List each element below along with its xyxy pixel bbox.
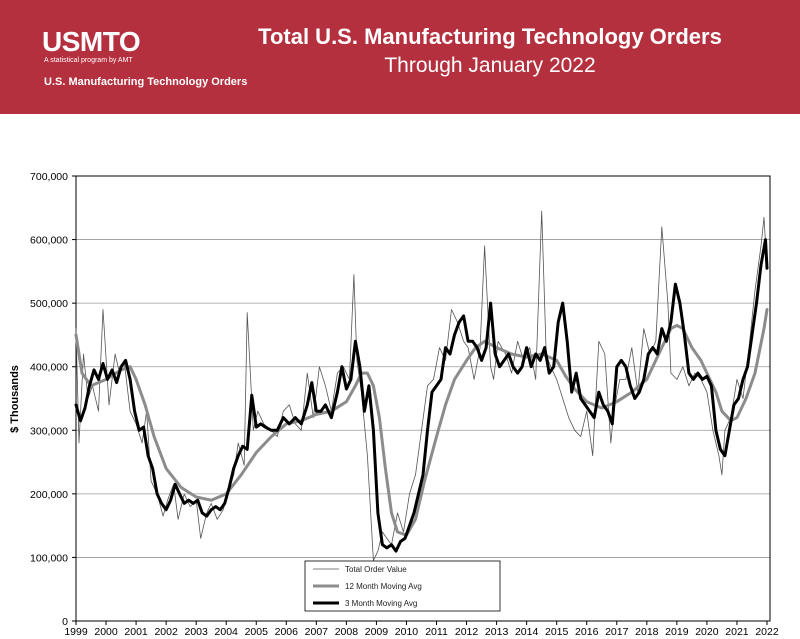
x-tick-label: 2010 [395, 626, 419, 638]
header-banner [0, 0, 800, 114]
grid [76, 175, 770, 622]
series-lines [74, 210, 769, 562]
y-tick-label: 200,000 [30, 489, 68, 501]
y-tick-label: 300,000 [30, 425, 68, 437]
legend-label-3: 3 Month Moving Avg [345, 599, 417, 608]
y-tick-label: 500,000 [30, 298, 68, 310]
x-tick-label: 1999 [64, 626, 88, 638]
y-tick-label: 600,000 [30, 235, 68, 247]
plot-area-border [75, 175, 771, 622]
x-tick-label: 2006 [275, 626, 299, 638]
x-tick-label: 2005 [245, 626, 269, 638]
x-tick-label: 2009 [365, 626, 389, 638]
legend-label-2: 12 Month Moving Avg [345, 582, 422, 591]
page-title: Total U.S. Manufacturing Technology Orde… [258, 24, 722, 49]
x-tick-label: 2019 [665, 626, 689, 638]
x-tick-label: 2021 [725, 626, 749, 638]
x-tick-label: 2015 [545, 626, 569, 638]
logo-tagline: A statistical program by AMT [44, 57, 133, 64]
x-tick-label: 2001 [124, 626, 148, 638]
x-tick-label: 2012 [455, 626, 479, 638]
x-tick-label: 2008 [335, 626, 359, 638]
legend-label-1: Total Order Value [345, 565, 407, 574]
x-tick-label: 2020 [695, 626, 719, 638]
x-tick-label: 2022 [755, 626, 779, 638]
series-line-3 [74, 238, 769, 553]
x-tick-label: 2011 [425, 626, 448, 638]
chart: 0 100,000 200,000 300,000 400,000 500,000 600,… [9, 171, 779, 638]
usmto-logo: USMTO [42, 26, 141, 57]
y-tick-label: 0 [62, 616, 68, 628]
y-axis-ticks: 0 100,000 200,000 300,000 400,000 500,000 600,… [30, 171, 76, 628]
y-tick-label: 100,000 [30, 552, 68, 564]
x-tick-label: 2018 [635, 626, 659, 638]
x-tick-label: 2002 [154, 626, 178, 638]
x-tick-label: 2017 [605, 626, 629, 638]
x-tick-label: 2016 [575, 626, 599, 638]
program-subtitle: U.S. Manufacturing Technology Orders [44, 76, 248, 88]
y-axis-label: $ Thousands [9, 365, 21, 433]
x-tick-label: 2007 [305, 626, 329, 638]
page-title-date: Through January 2022 [384, 54, 596, 77]
y-tick-label: 400,000 [30, 362, 68, 374]
x-tick-label: 2000 [94, 626, 118, 638]
x-tick-label: 2013 [485, 626, 509, 638]
x-tick-label: 2003 [184, 626, 208, 638]
series-line-1 [75, 210, 768, 562]
legend: Total Order Value 12 Month Moving Avg 3 Mo… [304, 560, 501, 612]
x-axis-ticks: 1999 2000 2001 2002 2003 2004 2005 2006 2007 2008… [64, 621, 779, 638]
x-tick-label: 2014 [515, 626, 539, 638]
series-line-2 [74, 308, 769, 537]
x-tick-label: 2004 [215, 626, 239, 638]
y-tick-label: 700,000 [30, 171, 68, 183]
